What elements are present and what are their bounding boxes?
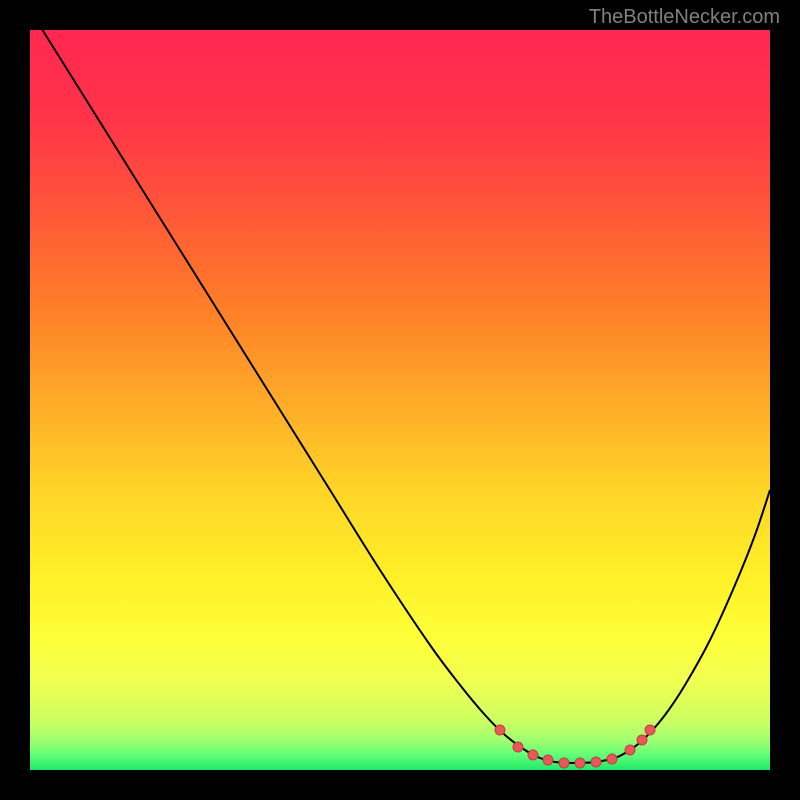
marker-point [495,725,505,735]
marker-point [645,725,655,735]
marker-point [575,758,585,768]
chart-container [30,30,770,770]
marker-point [607,754,617,764]
marker-point [513,742,523,752]
watermark: TheBottleNecker.com [589,6,780,29]
marker-point [591,757,601,767]
marker-point [528,750,538,760]
marker-group [495,725,655,768]
curve-overlay [30,30,770,770]
bottleneck-curve [30,30,770,763]
marker-point [559,758,569,768]
marker-point [543,755,553,765]
marker-point [637,735,647,745]
marker-point [625,745,635,755]
